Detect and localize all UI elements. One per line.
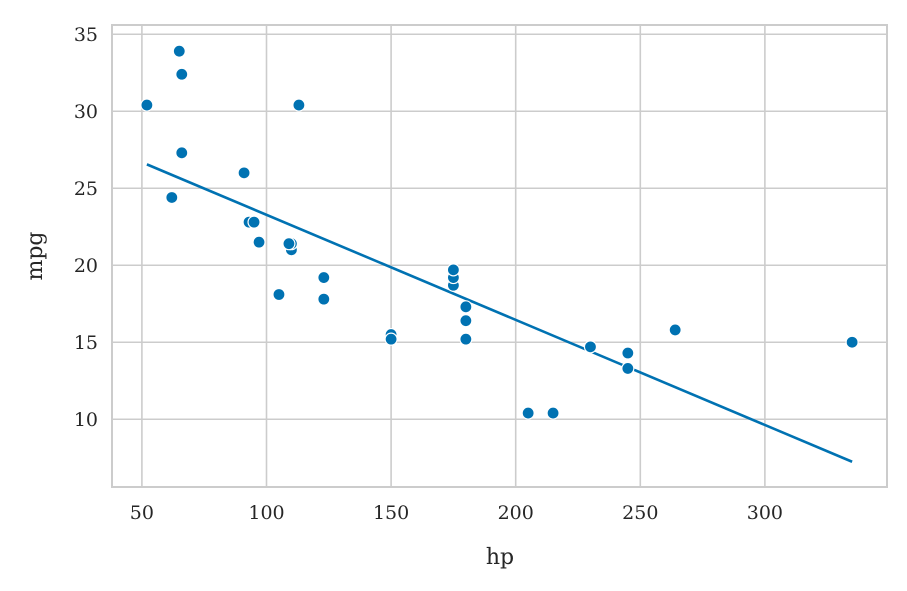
data-point [237, 166, 251, 180]
data-point [845, 335, 859, 349]
data-point [317, 292, 331, 306]
fit-line-group [146, 163, 853, 463]
y-tick-label: 35 [74, 24, 98, 46]
data-point [317, 270, 331, 285]
y-tick-label: 20 [74, 255, 98, 277]
data-point [282, 237, 296, 251]
data-point [521, 406, 535, 420]
x-tick-label: 50 [130, 502, 154, 524]
y-tick-label: 25 [74, 178, 98, 200]
plot-area [112, 25, 887, 487]
data-point [175, 146, 189, 160]
data-points [140, 44, 859, 420]
y-tick-label: 30 [74, 101, 98, 123]
data-point [272, 287, 286, 302]
data-point [175, 67, 189, 81]
data-point [292, 98, 306, 112]
y-axis-ticks: 10 15 20 25 30 35 [74, 24, 98, 431]
x-tick-label: 200 [498, 502, 534, 524]
data-point [583, 340, 598, 354]
x-tick-label: 100 [248, 502, 284, 524]
data-point [546, 406, 560, 420]
x-tick-label: 300 [747, 502, 783, 524]
data-point [459, 332, 473, 346]
x-axis-ticks: 50 100 150 200 250 300 [130, 502, 783, 524]
data-point [459, 314, 473, 328]
y-tick-label: 15 [74, 332, 98, 354]
data-point [459, 300, 473, 314]
regression-line [146, 163, 853, 463]
data-point [252, 235, 266, 249]
data-point [140, 98, 154, 112]
data-point [621, 361, 635, 376]
data-point [172, 44, 186, 58]
data-point [384, 332, 398, 346]
data-point [446, 263, 460, 277]
data-point [621, 346, 635, 360]
x-axis-label: hp [486, 545, 514, 570]
y-tick-label: 10 [74, 409, 98, 431]
data-point [668, 323, 682, 337]
data-point [165, 190, 179, 205]
y-axis-label: mpg [23, 231, 48, 280]
x-tick-label: 150 [373, 502, 409, 524]
plot-frame [111, 24, 888, 488]
x-tick-label: 250 [622, 502, 658, 524]
data-point [247, 215, 261, 229]
grid [112, 25, 887, 487]
